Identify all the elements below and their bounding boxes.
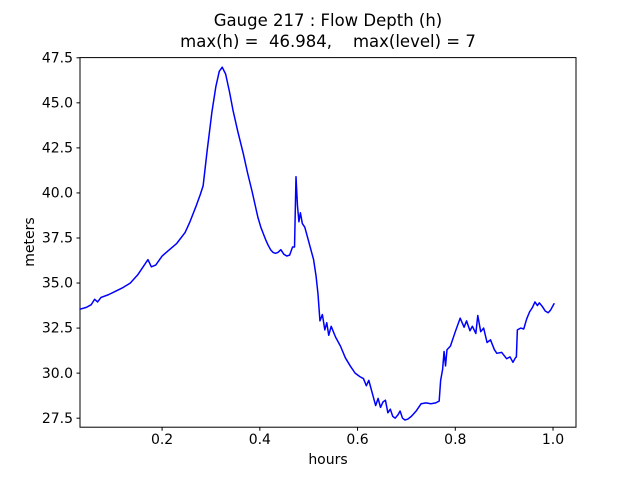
chart-title: Gauge 217 : Flow Depth (h) [213,11,443,30]
x-axis-label: hours [308,452,348,468]
y-tick-label: 30.0 [42,366,73,382]
y-tick-label: 37.5 [42,231,73,247]
y-tick-label: 45.0 [42,95,73,111]
flow-depth-line [79,66,555,421]
y-tick-label: 40.0 [42,186,73,202]
y-tick-label: 35.0 [42,276,73,292]
y-tick-label: 42.5 [42,141,73,157]
y-tick-label: 47.5 [42,50,73,66]
y-axis-label: meters [22,217,38,267]
y-tick-label: 27.5 [42,411,73,427]
chart-subtitle: max(h) = 46.984, max(level) = 7 [180,32,476,51]
x-tick-label: 0.8 [444,432,466,448]
axes-frame [79,57,577,428]
x-tick-label: 0.4 [249,432,271,448]
x-tick-label: 0.6 [346,432,368,448]
x-tick-label: 1.0 [542,432,564,448]
y-tick-label: 32.5 [42,321,73,337]
x-tick-label: 0.2 [151,432,173,448]
